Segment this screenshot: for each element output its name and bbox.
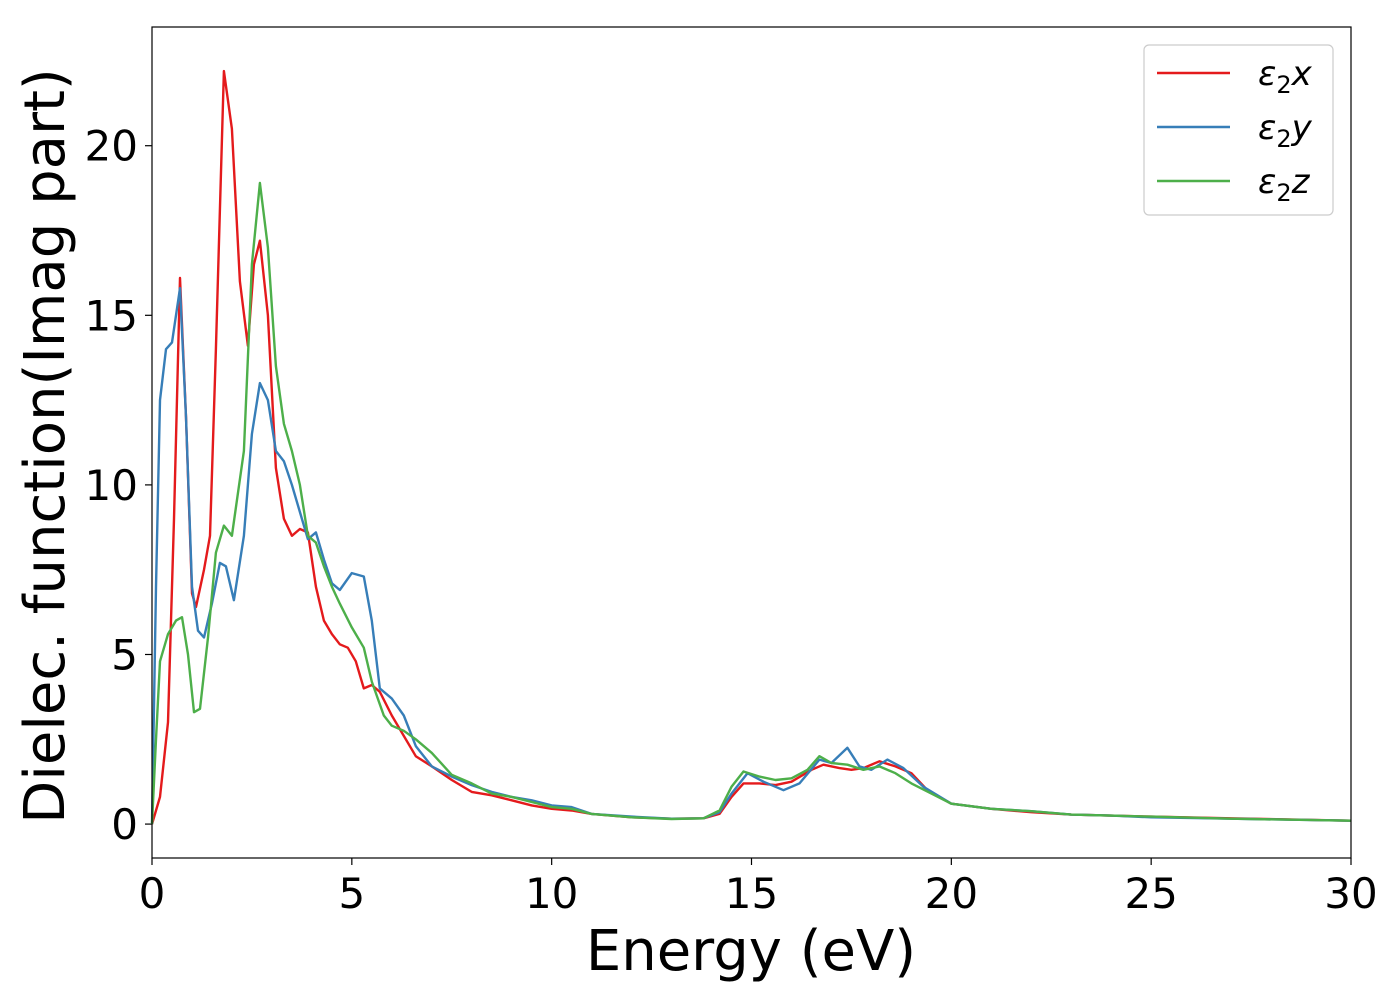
legend-label-z: ε2z [1258,162,1311,207]
x-tick-label: 25 [1124,869,1177,918]
x-tick-label: 20 [925,869,978,918]
legend-label-y: ε2y [1258,108,1313,153]
x-tick-label: 30 [1324,869,1377,918]
series-line-z [150,181,1352,825]
legend-label-x: ε2x [1258,54,1313,99]
plot-series [150,69,1352,825]
x-tick-label: 0 [139,869,166,918]
plot-frame [151,26,1352,859]
x-tick-label: 5 [338,869,365,918]
y-axis-label: Dielec. function(Imag part) [13,68,78,824]
x-tick-label: 15 [725,869,778,918]
series-line-y [150,287,1352,825]
legend-box [1143,44,1334,216]
y-tick-label: 5 [111,630,138,679]
x-axis-ticks: 0 5 10 15 20 25 30 [139,858,1378,918]
y-tick-label: 20 [85,122,138,171]
x-axis-label: Energy (eV) [586,919,916,984]
y-axis-ticks: 0 5 10 15 20 [85,122,152,849]
y-tick-label: 0 [111,800,138,849]
y-tick-label: 10 [85,461,138,510]
y-tick-label: 15 [85,291,138,340]
legend: ε2x ε2y ε2z [1143,44,1334,216]
x-tick-label: 10 [525,869,578,918]
